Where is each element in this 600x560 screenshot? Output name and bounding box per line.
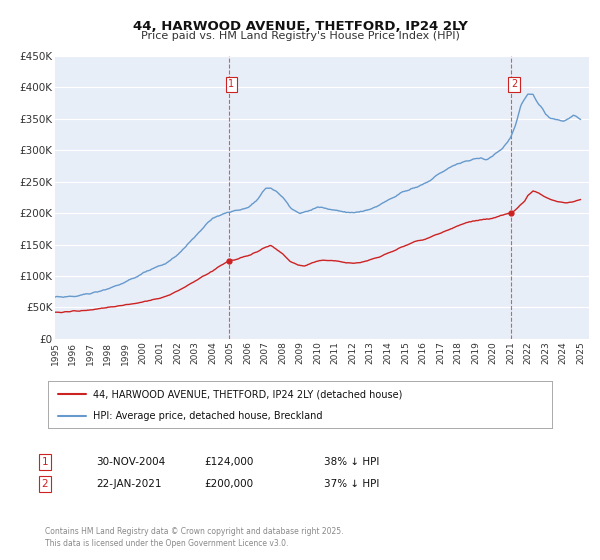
Text: £124,000: £124,000 <box>204 457 253 467</box>
Text: 1: 1 <box>41 457 49 467</box>
Text: 38% ↓ HPI: 38% ↓ HPI <box>324 457 379 467</box>
Text: Price paid vs. HM Land Registry's House Price Index (HPI): Price paid vs. HM Land Registry's House … <box>140 31 460 41</box>
Text: £200,000: £200,000 <box>204 479 253 489</box>
Text: 2: 2 <box>41 479 49 489</box>
Text: 22-JAN-2021: 22-JAN-2021 <box>96 479 161 489</box>
Text: HPI: Average price, detached house, Breckland: HPI: Average price, detached house, Brec… <box>94 411 323 421</box>
Text: Contains HM Land Registry data © Crown copyright and database right 2025.
This d: Contains HM Land Registry data © Crown c… <box>45 527 343 548</box>
Text: 44, HARWOOD AVENUE, THETFORD, IP24 2LY (detached house): 44, HARWOOD AVENUE, THETFORD, IP24 2LY (… <box>94 389 403 399</box>
Text: 44, HARWOOD AVENUE, THETFORD, IP24 2LY: 44, HARWOOD AVENUE, THETFORD, IP24 2LY <box>133 20 467 32</box>
Text: 2: 2 <box>511 80 517 89</box>
Text: 30-NOV-2004: 30-NOV-2004 <box>96 457 165 467</box>
Text: 1: 1 <box>229 80 235 89</box>
Text: 37% ↓ HPI: 37% ↓ HPI <box>324 479 379 489</box>
